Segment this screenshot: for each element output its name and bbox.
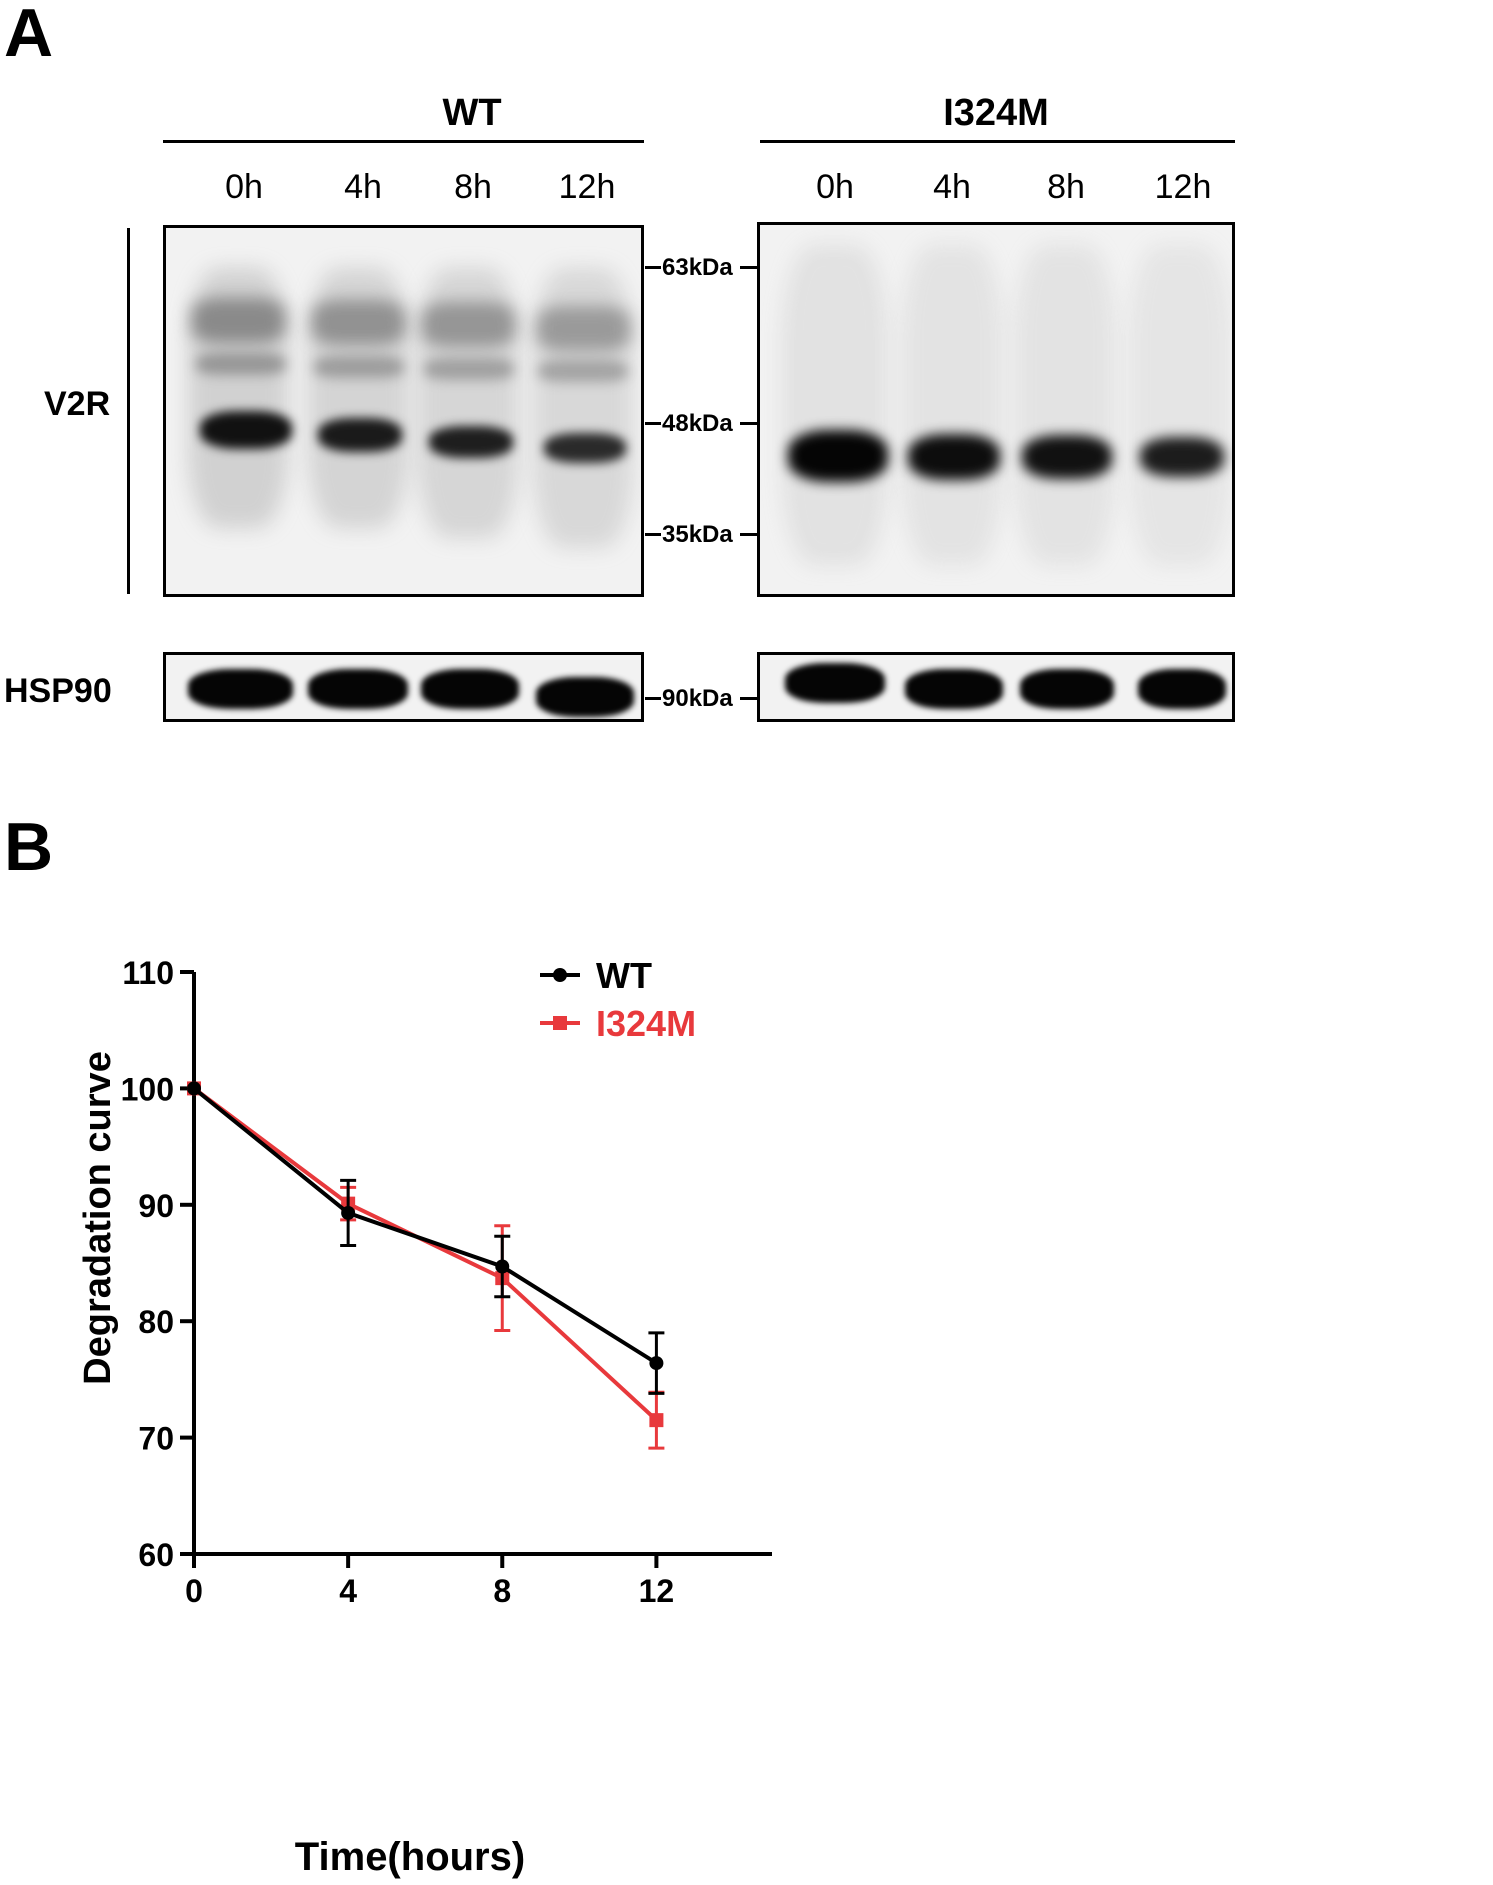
chart-axes: 60 70 80 90 100 110 0 4 8 12 (121, 955, 772, 1609)
marker-tick-48kda (740, 422, 758, 425)
row-label-hsp90: HSP90 (4, 672, 112, 710)
legend-label-wt: WT (596, 955, 652, 996)
band-v2r-wt-0h (200, 411, 292, 449)
lane-label-wt-12h: 12h (558, 168, 616, 206)
band-hsp90-i324m-4h (905, 669, 1003, 709)
y-tick-label: 90 (138, 1188, 174, 1224)
group-label-i324m: I324M (943, 92, 1049, 134)
band-hsp90-wt-8h (421, 669, 519, 709)
x-tick-label: 4 (339, 1573, 357, 1609)
band-v2r-i324m-12h (1140, 437, 1224, 477)
y-tick-label: 70 (138, 1421, 174, 1457)
legend-marker (553, 968, 567, 982)
panel-b-label: B (4, 809, 54, 885)
lane-label-i324m-8h: 8h (1047, 168, 1085, 206)
x-axis-label: Time(hours) (295, 1835, 525, 1879)
blot-hsp90-i324m (757, 652, 1235, 722)
band-hsp90-i324m-8h (1020, 669, 1114, 709)
band-hsp90-wt-12h (536, 677, 634, 717)
x-tick-label: 8 (493, 1573, 511, 1609)
legend-marker (553, 1016, 567, 1030)
series-line-i324m (192, 1086, 658, 1422)
band-v2r-wt-8h (429, 426, 513, 458)
band-hsp90-i324m-12h (1138, 669, 1226, 709)
marker-tick-35kda-left (645, 533, 661, 536)
y-tick-label: 100 (121, 1071, 174, 1107)
marker-tick-63kda (740, 266, 758, 269)
x-tick-label: 12 (639, 1573, 675, 1609)
band-v2r-i324m-4h (908, 434, 1000, 480)
data-point-wt (341, 1205, 356, 1220)
marker-tick-35kda (740, 533, 758, 536)
chart-legend: WT I324M (540, 955, 696, 1044)
blot-v2r-wt (163, 225, 644, 597)
group-label-wt: WT (442, 92, 502, 134)
legend-label-i324m: I324M (596, 1003, 696, 1044)
blot-v2r-i324m (757, 222, 1235, 597)
marker-tick-63kda-left (645, 266, 661, 269)
y-axis-label: Degradation curve (77, 1051, 119, 1385)
band-v2r-i324m-0h (788, 430, 888, 482)
y-tick-label: 110 (122, 955, 174, 991)
group-line-i324m (760, 140, 1235, 143)
marker-90kda: 90kDa (662, 685, 733, 712)
data-point-wt (649, 1356, 664, 1371)
lane-label-i324m-12h: 12h (1154, 168, 1212, 206)
y-tick-label: 80 (138, 1304, 174, 1340)
y-tick-label: 60 (138, 1537, 174, 1573)
panel-a-label: A (4, 0, 54, 71)
data-point-wt (495, 1259, 510, 1274)
blot-hsp90-wt (163, 652, 644, 722)
series-line-wt (192, 1086, 658, 1365)
band-v2r-wt-12h (544, 433, 626, 463)
marker-35kda: 35kDa (662, 521, 733, 548)
degradation-chart: 60 70 80 90 100 110 0 4 8 12 WT I324M Degradation … (77, 955, 772, 1879)
lane-label-wt-4h: 4h (344, 168, 382, 206)
data-point-i324m (649, 1413, 664, 1428)
group-line-wt (163, 140, 644, 143)
lane-label-i324m-4h: 4h (933, 168, 971, 206)
band-v2r-i324m-8h (1022, 435, 1112, 479)
v2r-row-bracket (127, 228, 130, 594)
marker-63kda: 63kDa (662, 254, 733, 281)
marker-tick-90kda (740, 697, 758, 700)
band-hsp90-wt-4h (308, 669, 408, 709)
x-tick-label: 0 (185, 1573, 203, 1609)
lane-label-wt-0h: 0h (225, 168, 263, 206)
chart-series (187, 1081, 665, 1450)
marker-tick-48kda-left (645, 422, 661, 425)
band-hsp90-wt-0h (188, 669, 293, 709)
data-point-wt (187, 1081, 201, 1096)
band-hsp90-i324m-0h (785, 663, 885, 703)
lane-label-wt-8h: 8h (454, 168, 492, 206)
lane-label-i324m-0h: 0h (816, 168, 854, 206)
marker-tick-90kda-left (645, 697, 661, 700)
band-v2r-wt-4h (318, 418, 402, 452)
row-label-v2r: V2R (44, 385, 111, 423)
marker-48kda: 48kDa (662, 410, 733, 437)
